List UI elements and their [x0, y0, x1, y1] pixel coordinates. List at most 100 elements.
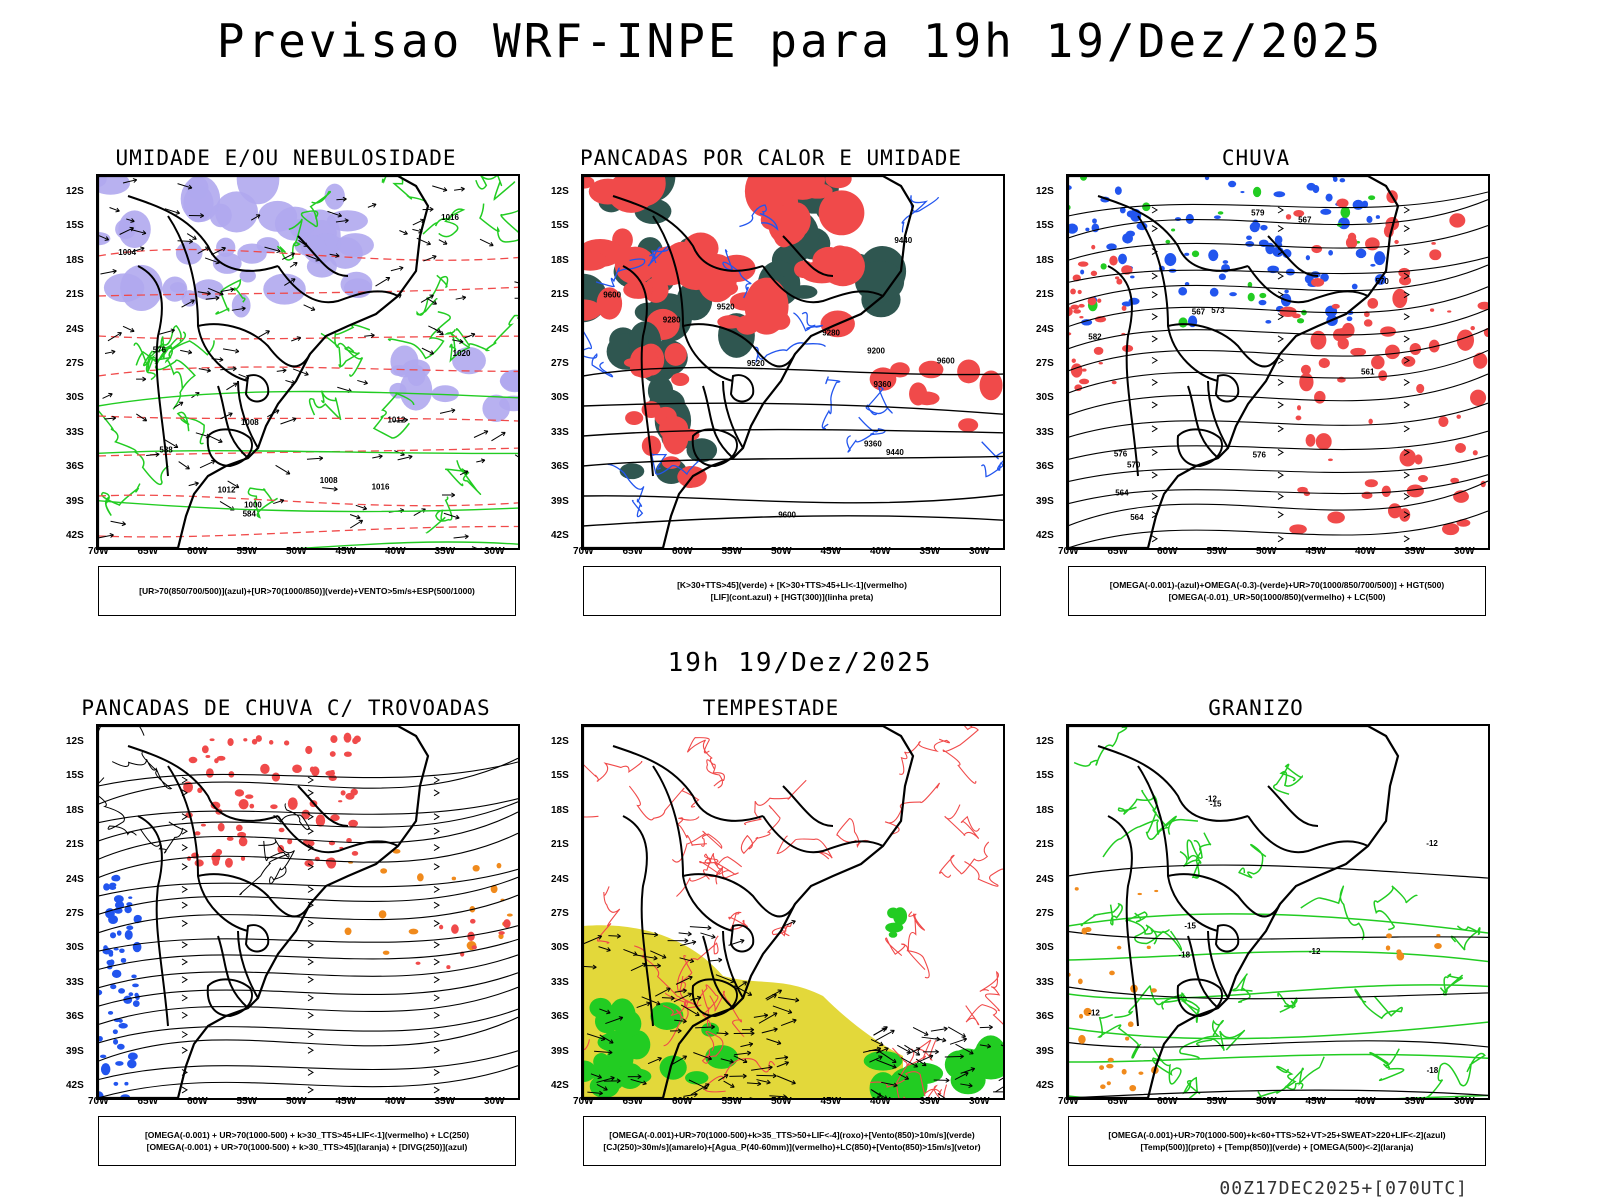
lon-tick-label: 60W: [1157, 1096, 1178, 1107]
lon-tick-label: 70W: [573, 546, 594, 557]
lat-tick-label: 27S: [66, 908, 84, 919]
lon-tick-label: 30W: [969, 546, 990, 557]
lon-tick-label: 65W: [1107, 546, 1129, 557]
map-umidade[interactable]: 1004 1008 1012 1016 1020 1000 576 584 588 1008 101…: [96, 174, 520, 550]
lon-tick-label: 30W: [484, 1096, 505, 1107]
map-canvas: 1004 1008 1012 1016 1020 1000 576 584 588 1008 101…: [98, 176, 518, 548]
panel-title: PANCADAS DE CHUVA C/ TROVOADAS: [81, 696, 491, 720]
contour-label: 9360: [874, 380, 892, 389]
map-trovoadas[interactable]: [96, 724, 520, 1100]
lat-tick-label: 30S: [1036, 942, 1054, 954]
map-canvas: 582 576 573 570 567 564 561 579 576 570 567 564: [1068, 176, 1488, 548]
lat-tick-label: 39S: [1036, 495, 1054, 507]
contour-label: 1004: [118, 248, 136, 257]
lat-tick-label: 39S: [66, 495, 84, 507]
map-tempestade[interactable]: [581, 724, 1005, 1100]
panel-title: TEMPESTADE: [702, 696, 840, 720]
contour-label: -12: [1426, 839, 1438, 848]
lon-tick-label: 65W: [1107, 1096, 1129, 1107]
lat-tick-label: 12S: [551, 736, 569, 747]
lat-tick-label: 36S: [66, 461, 84, 473]
lon-tick-label: 35W: [919, 546, 941, 557]
map-chuva[interactable]: 582 576 573 570 567 564 561 579 576 570 567 564: [1066, 174, 1490, 550]
lon-tick-label: 45W: [335, 1096, 357, 1107]
contour-label: 1016: [441, 213, 459, 222]
lon-tick-label: 40W: [385, 1096, 406, 1107]
lon-tick-label: 65W: [622, 546, 644, 557]
lat-tick-label: 27S: [551, 358, 569, 369]
lat-tick-label: 12S: [66, 736, 84, 747]
map-canvas: [98, 726, 518, 1098]
contour-label: 1020: [453, 349, 471, 358]
lat-tick-label: 24S: [1036, 323, 1054, 335]
contour-label: 561: [1361, 367, 1375, 376]
contour-label: 576: [1253, 450, 1267, 459]
lat-tick-label: 30S: [1036, 392, 1054, 404]
contour-label: 582: [1088, 332, 1102, 341]
contour-label: 9520: [747, 359, 765, 368]
lon-tick-label: 30W: [1454, 546, 1475, 557]
lon-tick-label: 55W: [236, 1096, 258, 1107]
lon-tick-label: 50W: [771, 1096, 792, 1107]
contour-label: 9440: [894, 236, 912, 245]
lon-tick-label: 60W: [187, 1096, 208, 1107]
panel-title: PANCADAS POR CALOR E UMIDADE: [579, 146, 962, 170]
legend-line: [OMEGA(-0.001) + UR>70(1000-500) + k>30_…: [146, 1142, 468, 1152]
lat-tick-label: 18S: [66, 254, 84, 266]
lon-tick-label: 45W: [820, 1096, 842, 1107]
lon-tick-label: 50W: [1256, 546, 1277, 557]
lat-tick-label: 24S: [66, 323, 84, 335]
lon-tick-label: 70W: [88, 546, 109, 557]
legend-line: [LIF](cont.azul) + [HGT(300)](linha pret…: [710, 592, 874, 602]
lon-tick-label: 60W: [187, 546, 208, 557]
contour-label: 576: [153, 345, 167, 354]
lat-tick-label: 30S: [66, 392, 84, 404]
lon-tick-label: 55W: [721, 546, 743, 557]
contour-label: 9200: [867, 347, 885, 356]
contour-label: 9520: [717, 303, 735, 312]
lat-tick-label: 24S: [551, 873, 569, 885]
map-pancadas[interactable]: 9600 9520 9440 9360 9280 9200 9600 9520 9440 9360…: [581, 174, 1005, 550]
contour-label: 584: [243, 509, 257, 518]
legend-line: [Temp(500)](preto) + [Temp(850)](verde) …: [1140, 1142, 1414, 1152]
lon-tick-label: 35W: [1404, 1096, 1426, 1107]
contour-label: 564: [1130, 513, 1144, 522]
lat-tick-label: 21S: [66, 289, 84, 301]
lat-tick-label: 15S: [66, 770, 84, 782]
lon-tick-label: 40W: [870, 1096, 891, 1107]
contour-label: 9280: [663, 315, 681, 324]
contour-label: 1000: [244, 500, 262, 509]
contour-label: 588: [159, 445, 173, 454]
contour-label: -18: [1427, 1066, 1439, 1075]
contour-label: 1008: [320, 476, 338, 485]
legend-line: [UR>70(850/700/500)](azul)+[UR>70(1000/8…: [139, 586, 475, 596]
lon-tick-label: 45W: [820, 546, 842, 557]
lon-tick-label: 65W: [622, 1096, 644, 1107]
lon-tick-label: 45W: [335, 546, 357, 557]
lon-tick-label: 35W: [1404, 546, 1426, 557]
lat-tick-label: 39S: [66, 1045, 84, 1057]
lat-tick-label: 39S: [1036, 1045, 1054, 1057]
contour-label: -18: [1178, 951, 1190, 960]
legend-line: [OMEGA(-0.001)+UR>70(1000-500)+k>35_TTS>…: [609, 1130, 975, 1140]
lon-tick-label: 60W: [1157, 546, 1178, 557]
lon-tick-label: 50W: [1256, 1096, 1277, 1107]
lat-tick-label: 33S: [551, 426, 569, 438]
contour-label: 9360: [864, 439, 882, 448]
legend-line: [K>30+TTS>45](verde) + [K>30+TTS>45+LI<-…: [677, 580, 907, 590]
contour-label: 570: [1375, 277, 1389, 286]
map-granizo[interactable]: -12 -15 -18 -12 -12 -15 -18 -12: [1066, 724, 1490, 1100]
lat-tick-label: 24S: [66, 873, 84, 885]
panel-title: CHUVA: [1221, 146, 1291, 170]
lon-tick-label: 55W: [1206, 546, 1228, 557]
contour-label: 570: [1127, 461, 1141, 470]
lat-tick-label: 15S: [551, 220, 569, 232]
lat-tick-label: 12S: [66, 186, 84, 197]
lat-tick-label: 12S: [1036, 186, 1054, 197]
lat-tick-label: 36S: [551, 461, 569, 473]
lat-tick-label: 18S: [1036, 254, 1054, 266]
contour-label: 579: [1251, 208, 1265, 217]
lon-tick-label: 70W: [1058, 546, 1079, 557]
lat-tick-label: 27S: [66, 358, 84, 369]
lat-tick-label: 30S: [551, 392, 569, 404]
